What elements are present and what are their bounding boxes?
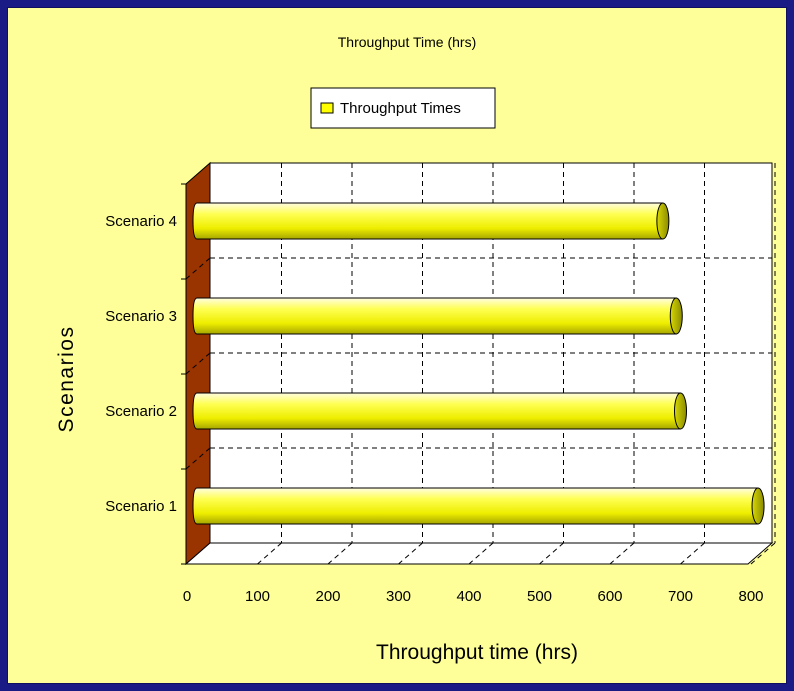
legend-swatch	[320, 102, 334, 114]
bar-cap	[751, 487, 765, 525]
floor	[184, 542, 774, 565]
x-tick-label: 500	[527, 588, 552, 605]
x-tick-label: 300	[386, 588, 411, 605]
y-tick-label: Scenario 1	[105, 498, 177, 515]
y-tick-label: Scenario 4	[105, 213, 177, 230]
y-axis-ticks: Scenario 1 Scenario 2 Scenario 3 Scenario 4	[105, 183, 186, 565]
bar-body	[192, 487, 759, 525]
x-tick-label: 0	[183, 588, 191, 605]
x-axis-ticks: 0 100 200 300 400 500 600 700 800	[183, 588, 764, 605]
x-tick-label: 800	[738, 588, 763, 605]
bar	[192, 392, 687, 430]
chart-title: Throughput Time (hrs)	[338, 34, 477, 50]
bars	[192, 202, 765, 525]
x-tick-label: 100	[245, 588, 270, 605]
x-tick-label: 200	[315, 588, 340, 605]
bar-body	[192, 297, 677, 335]
bar	[192, 297, 683, 335]
chart-frame: Throughput Time (hrs) Throughput Times 0…	[7, 7, 787, 684]
y-axis-title: Scenarios	[55, 326, 78, 433]
x-axis-title: Throughput time (hrs)	[376, 641, 578, 664]
x-tick-label: 600	[597, 588, 622, 605]
legend-label: Throughput Times	[340, 100, 461, 117]
bar	[192, 202, 670, 240]
y-tick-label: Scenario 2	[105, 403, 177, 420]
legend-box	[310, 87, 496, 129]
bar-chart: Throughput Time (hrs) Throughput Times 0…	[55, 34, 776, 664]
legend: Throughput Times	[310, 87, 496, 129]
bar-cap	[669, 297, 683, 335]
x-tick-label: 700	[668, 588, 693, 605]
bar	[192, 487, 765, 525]
y-tick-label: Scenario 3	[105, 308, 177, 325]
bar-cap	[674, 392, 687, 430]
x-tick-label: 400	[456, 588, 481, 605]
bar-cap	[656, 202, 670, 240]
bar-body	[192, 392, 681, 430]
bar-body	[192, 202, 664, 240]
